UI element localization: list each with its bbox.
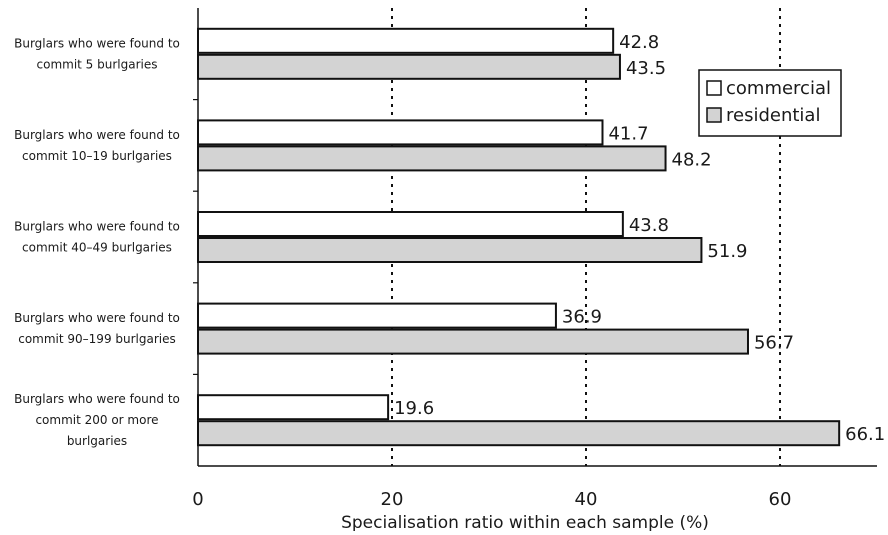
x-tick-label-60: 60 xyxy=(769,489,792,510)
legend-label-residential: residential xyxy=(726,105,820,126)
bar-residential-3 xyxy=(197,328,749,355)
data-label-residential-0: 43.5 xyxy=(626,58,666,79)
category-label-2-0: Burglars who were found to xyxy=(14,220,180,234)
bar-residential-2 xyxy=(197,237,703,263)
legend-box xyxy=(698,69,842,137)
bar-commercial-0 xyxy=(197,27,615,54)
bar-commercial-4 xyxy=(197,394,390,421)
category-label-1-0: Burglars who were found to xyxy=(14,128,180,142)
category-label-3-1: commit 90–199 burlgaries xyxy=(18,332,176,346)
x-axis-title: Specialisation ratio within each sample … xyxy=(341,513,709,531)
x-tick-label-40: 40 xyxy=(575,489,598,510)
data-label-residential-3: 56.7 xyxy=(754,333,794,354)
category-label-4-2: burlgaries xyxy=(67,434,127,448)
category-label-1-1: commit 10–19 burlgaries xyxy=(22,149,172,163)
data-label-commercial-3: 36.9 xyxy=(562,307,602,328)
bar-residential-0 xyxy=(197,53,621,80)
category-label-2-1: commit 40–49 burlgaries xyxy=(22,241,172,255)
data-label-residential-2: 51.9 xyxy=(707,241,747,262)
bar-commercial-3 xyxy=(197,302,557,329)
data-label-commercial-4: 19.6 xyxy=(394,398,434,419)
x-tick-label-0: 0 xyxy=(192,489,203,510)
category-label-0-1: commit 5 burlgaries xyxy=(37,57,158,71)
data-label-residential-4: 66.1 xyxy=(845,424,885,445)
bar-commercial-2 xyxy=(197,211,624,237)
category-label-4-1: commit 200 or more xyxy=(35,413,158,427)
data-label-commercial-0: 42.8 xyxy=(619,32,659,53)
data-label-commercial-1: 41.7 xyxy=(608,123,648,144)
bar-commercial-1 xyxy=(197,119,604,146)
category-label-0-0: Burglars who were found to xyxy=(14,36,180,50)
legend-swatch-residential xyxy=(706,107,722,123)
data-label-commercial-2: 43.8 xyxy=(629,215,669,236)
legend-swatch-commercial xyxy=(706,80,722,96)
bar-residential-1 xyxy=(197,145,667,172)
category-label-4-0: Burglars who were found to xyxy=(14,392,180,406)
legend-label-commercial: commercial xyxy=(726,78,831,99)
bar-residential-4 xyxy=(197,420,841,447)
category-label-3-0: Burglars who were found to xyxy=(14,311,180,325)
x-tick-label-20: 20 xyxy=(381,489,404,510)
data-label-residential-1: 48.2 xyxy=(672,149,712,170)
